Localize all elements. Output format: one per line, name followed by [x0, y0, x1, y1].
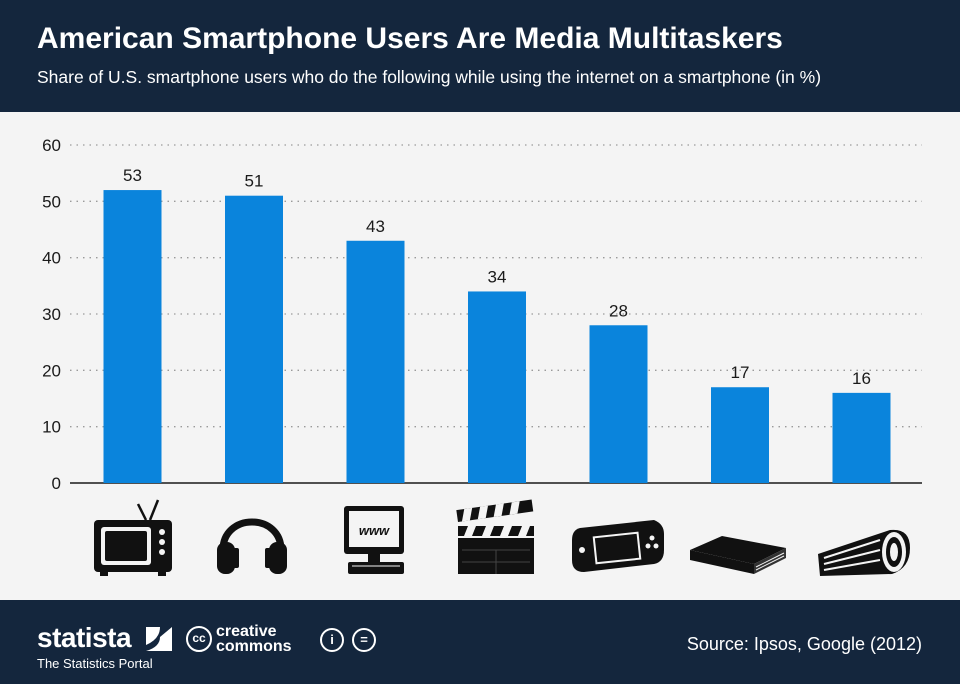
clapperboard-icon — [456, 499, 534, 574]
header-banner: American Smartphone Users Are Media Mult… — [0, 0, 960, 112]
cc-line-2: commons — [216, 638, 292, 655]
computer-screen-text: www — [359, 523, 390, 538]
y-tick-label: 0 — [52, 474, 61, 493]
bar — [103, 190, 162, 484]
cc-icon: cc — [186, 626, 212, 652]
data-labels: 53 51 43 34 28 17 16 — [123, 166, 871, 388]
data-label: 17 — [731, 363, 750, 382]
data-label: 51 — [245, 172, 264, 191]
bar — [711, 387, 769, 483]
data-label: 53 — [123, 166, 142, 185]
y-tick-label: 30 — [42, 305, 61, 324]
data-label: 34 — [488, 267, 507, 286]
y-tick-label: 60 — [42, 136, 61, 155]
newspaper-icon — [818, 529, 910, 576]
tv-icon — [94, 499, 172, 576]
y-tick-label: 50 — [42, 192, 61, 211]
data-label: 16 — [852, 369, 871, 388]
category-icons: www — [94, 499, 910, 576]
statista-logo-mark — [146, 627, 172, 651]
handheld-console-icon — [572, 520, 664, 572]
y-tick-label: 40 — [42, 249, 61, 268]
bar — [832, 392, 891, 483]
bar — [468, 291, 526, 483]
cc-line-1: creative — [216, 623, 277, 640]
statista-logo[interactable]: statista — [37, 622, 132, 653]
statista-tagline: The Statistics Portal — [37, 656, 153, 671]
data-label: 43 — [366, 217, 385, 236]
bars — [103, 190, 891, 484]
y-tick-label: 10 — [42, 418, 61, 437]
attribution-icon[interactable]: i — [320, 628, 344, 652]
chart-title: American Smartphone Users Are Media Mult… — [37, 22, 783, 55]
bar — [225, 195, 283, 483]
computer-icon: www — [344, 506, 404, 574]
bar — [346, 240, 405, 483]
source-text: Source: Ipsos, Google (2012) — [686, 634, 922, 654]
chart-subtitle: Share of U.S. smartphone users who do th… — [37, 67, 822, 87]
y-axis-ticks: 0 10 20 30 40 50 60 — [42, 136, 61, 493]
headphones-icon — [217, 518, 287, 574]
bar — [589, 325, 648, 483]
data-label: 28 — [609, 301, 628, 320]
book-icon — [690, 536, 786, 574]
y-tick-label: 20 — [42, 361, 61, 380]
no-derivatives-icon[interactable]: = — [352, 628, 376, 652]
